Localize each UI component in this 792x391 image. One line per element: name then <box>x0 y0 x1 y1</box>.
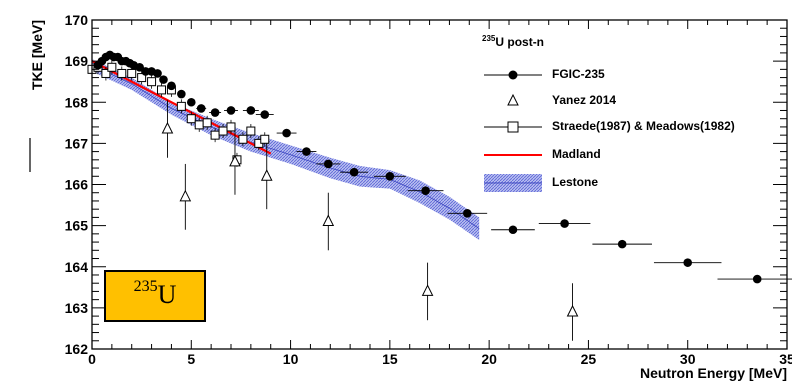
legend-item-madland: Madland <box>452 144 787 166</box>
fgic-point <box>282 128 291 138</box>
fgic-point <box>421 186 430 195</box>
x-tick-label: 35 <box>779 351 792 367</box>
yanez-point <box>421 284 434 296</box>
isotope-label: 235U <box>106 278 204 310</box>
x-tick-label: 25 <box>581 351 597 367</box>
legend-filled-circle-icon <box>484 70 542 80</box>
yanez-point <box>566 304 579 317</box>
fgic-point <box>385 171 395 181</box>
lestone-band <box>92 59 480 240</box>
straede-point <box>127 68 137 78</box>
fgic-point <box>260 110 270 119</box>
y-tick-label: 170 <box>65 12 89 28</box>
legend-open-triangle-icon <box>507 93 519 106</box>
fgic-point <box>141 67 150 76</box>
legend-item-lestone: Lestone <box>452 172 787 194</box>
straede-point <box>226 122 236 132</box>
fgic-point <box>167 81 176 91</box>
legend-label-yanez: Yanez 2014 <box>552 93 617 107</box>
x-tick-label: 15 <box>382 351 398 367</box>
straede-point <box>157 85 166 95</box>
legend-label-fgic: FGIC-235 <box>552 67 605 81</box>
fgic-point <box>153 69 162 78</box>
fgic-point <box>226 106 236 115</box>
y-tick-label: 165 <box>65 218 89 234</box>
straede-point <box>238 134 248 144</box>
straede-point <box>218 126 228 136</box>
y-tick-label: 164 <box>65 259 89 275</box>
y-tick-label: 169 <box>65 53 89 69</box>
legend-item-straede: Straede(1987) & Meadows(1982) <box>452 116 787 138</box>
straede-point <box>246 126 256 136</box>
straede-point <box>117 68 127 78</box>
x-tick-label: 10 <box>283 351 299 367</box>
straede-point <box>260 134 270 144</box>
legend: 235U post-n FGIC-235 Yanez 2014 Straede(… <box>452 26 787 226</box>
x-tick-label: 0 <box>88 351 96 367</box>
fgic-point <box>246 106 256 115</box>
isotope-label-box: 235U <box>104 270 206 322</box>
legend-band-icon <box>484 174 542 192</box>
legend-red-line-icon <box>484 154 542 156</box>
x-tick-label: 20 <box>481 351 497 367</box>
fgic-point <box>186 97 196 107</box>
legend-title: 235U post-n <box>482 34 544 49</box>
legend-title-text: U post-n <box>495 35 545 49</box>
yanez-point <box>322 214 335 227</box>
x-axis-label: Neutron Energy [MeV] <box>640 365 787 381</box>
fgic-point <box>683 258 693 267</box>
fgic-point <box>617 239 627 249</box>
yanez-point <box>161 121 174 134</box>
straede-point <box>210 130 220 140</box>
fgic-point <box>196 104 206 113</box>
straede-point <box>202 118 212 128</box>
legend-open-square-icon <box>484 121 542 133</box>
fgic-point <box>752 274 762 284</box>
fgic-point <box>302 147 311 156</box>
yanez-point <box>229 154 241 167</box>
straede-point <box>186 114 196 124</box>
fgic-point <box>508 225 518 235</box>
legend-label-lestone: Lestone <box>552 175 599 189</box>
straede-point <box>101 68 111 78</box>
fgic-point <box>349 167 359 177</box>
straede-point <box>194 120 204 130</box>
legend-item-yanez: Yanez 2014 <box>452 90 787 112</box>
y-axis-label: TKE [MeV] <box>29 20 45 90</box>
straede-point <box>176 101 186 111</box>
fgic-point <box>177 89 186 99</box>
yanez-point <box>260 169 273 181</box>
y-tick-label: 162 <box>65 341 89 357</box>
fgic-point <box>210 108 220 117</box>
x-tick-label: 30 <box>680 351 696 367</box>
yanez-point <box>179 189 192 202</box>
straede-point <box>137 73 147 83</box>
isotope-symbol: U <box>157 280 177 309</box>
legend-label-madland: Madland <box>552 147 601 161</box>
x-tick-label: 5 <box>187 351 195 367</box>
fgic-point <box>324 159 333 169</box>
legend-title-sup: 235 <box>482 34 496 43</box>
straede-point <box>147 77 157 87</box>
y-tick-label: 163 <box>65 300 89 316</box>
fgic-point <box>159 75 168 84</box>
isotope-mass-number: 235 <box>133 278 158 295</box>
y-tick-label: 166 <box>65 177 89 193</box>
straede-point <box>107 62 117 72</box>
y-tick-label: 167 <box>65 135 89 151</box>
fgic-point <box>560 219 569 228</box>
y-tick-label: 168 <box>65 94 89 110</box>
fgic-point <box>463 208 472 218</box>
legend-label-straede: Straede(1987) & Meadows(1982) <box>552 119 735 133</box>
legend-item-fgic: FGIC-235 <box>452 64 787 86</box>
